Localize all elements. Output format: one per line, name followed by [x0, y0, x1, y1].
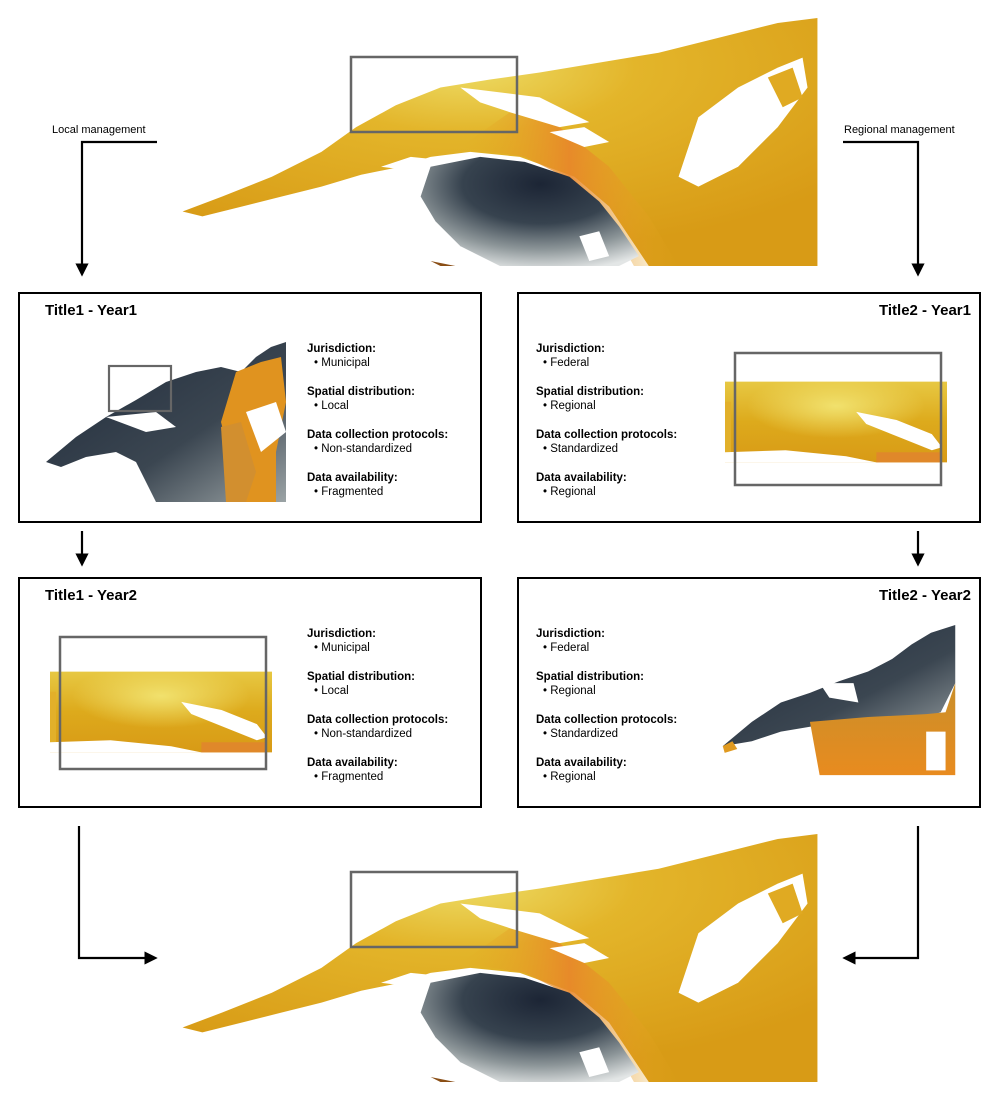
- panel-title2-year1: Title2 - Year1 Jurisdiction: Federal Spa…: [517, 292, 981, 523]
- attribute-list: Jurisdiction: Federal Spatial distributi…: [536, 342, 677, 514]
- panel-map: [46, 342, 286, 502]
- availability-value: Fragmented: [314, 485, 448, 499]
- panel-title: Title1 - Year2: [45, 587, 138, 604]
- focus-rectangle: [733, 351, 943, 487]
- jurisdiction-label: Jurisdiction:: [307, 343, 377, 355]
- protocols-label: Data collection protocols:: [307, 714, 449, 726]
- attribute-list: Jurisdiction: Municipal Spatial distribu…: [307, 627, 448, 799]
- panel-title: Title2 - Year1: [878, 302, 971, 319]
- spatial-value: Regional: [543, 684, 677, 698]
- jurisdiction-value: Municipal: [314, 641, 448, 655]
- availability-label: Data availability:: [536, 472, 627, 484]
- protocols-value: Non-standardized: [314, 727, 448, 741]
- focus-rectangle: [349, 870, 519, 949]
- jurisdiction-value: Federal: [543, 356, 677, 370]
- panel-map: [722, 625, 956, 776]
- regional-management-label: Regional management: [844, 124, 955, 136]
- jurisdiction-value: Federal: [543, 641, 677, 655]
- jurisdiction-label: Jurisdiction:: [536, 343, 606, 355]
- attribute-list: Jurisdiction: Federal Spatial distributi…: [536, 627, 677, 799]
- arrow-bottom-right: [842, 826, 920, 965]
- protocols-label: Data collection protocols:: [307, 429, 449, 441]
- spatial-value: Local: [314, 399, 448, 413]
- focus-rectangle: [349, 55, 519, 134]
- bottom-map: [182, 834, 818, 1082]
- spatial-value: Local: [314, 684, 448, 698]
- protocols-value: Standardized: [543, 727, 677, 741]
- spatial-label: Spatial distribution:: [536, 386, 644, 398]
- top-map: [182, 18, 818, 266]
- protocols-label: Data collection protocols:: [536, 714, 678, 726]
- jurisdiction-label: Jurisdiction:: [307, 628, 377, 640]
- focus-rectangle: [58, 635, 268, 771]
- panel-title2-year2: Title2 - Year2 Jurisdiction: Federal Spa…: [517, 577, 981, 808]
- protocols-label: Data collection protocols:: [536, 429, 678, 441]
- arrow-bottom-left: [77, 826, 158, 965]
- spatial-value: Regional: [543, 399, 677, 413]
- local-management-label: Local management: [52, 124, 146, 136]
- attribute-list: Jurisdiction: Municipal Spatial distribu…: [307, 342, 448, 514]
- jurisdiction-label: Jurisdiction:: [536, 628, 606, 640]
- jurisdiction-value: Municipal: [314, 356, 448, 370]
- availability-label: Data availability:: [536, 757, 627, 769]
- spatial-label: Spatial distribution:: [307, 386, 415, 398]
- panel-title: Title1 - Year1: [45, 302, 138, 319]
- flow-arrows: [75, 140, 925, 965]
- focus-rectangle: [107, 364, 173, 413]
- availability-value: Regional: [543, 485, 677, 499]
- availability-label: Data availability:: [307, 472, 398, 484]
- protocols-value: Non-standardized: [314, 442, 448, 456]
- spatial-label: Spatial distribution:: [307, 671, 415, 683]
- panel-title1-year1: Title1 - Year1 Jurisdiction: Municipal S…: [18, 292, 482, 523]
- protocols-value: Standardized: [543, 442, 677, 456]
- panel-title: Title2 - Year2: [878, 587, 971, 604]
- panel-title1-year2: Title1 - Year2 Jurisdiction: Municipal S…: [18, 577, 482, 808]
- availability-value: Regional: [543, 770, 677, 784]
- arrow-top-left: [75, 140, 157, 277]
- panel-map: [725, 351, 947, 487]
- availability-label: Data availability:: [307, 757, 398, 769]
- arrow-top-right: [843, 140, 925, 277]
- availability-value: Fragmented: [314, 770, 448, 784]
- spatial-label: Spatial distribution:: [536, 671, 644, 683]
- panel-map: [50, 635, 272, 771]
